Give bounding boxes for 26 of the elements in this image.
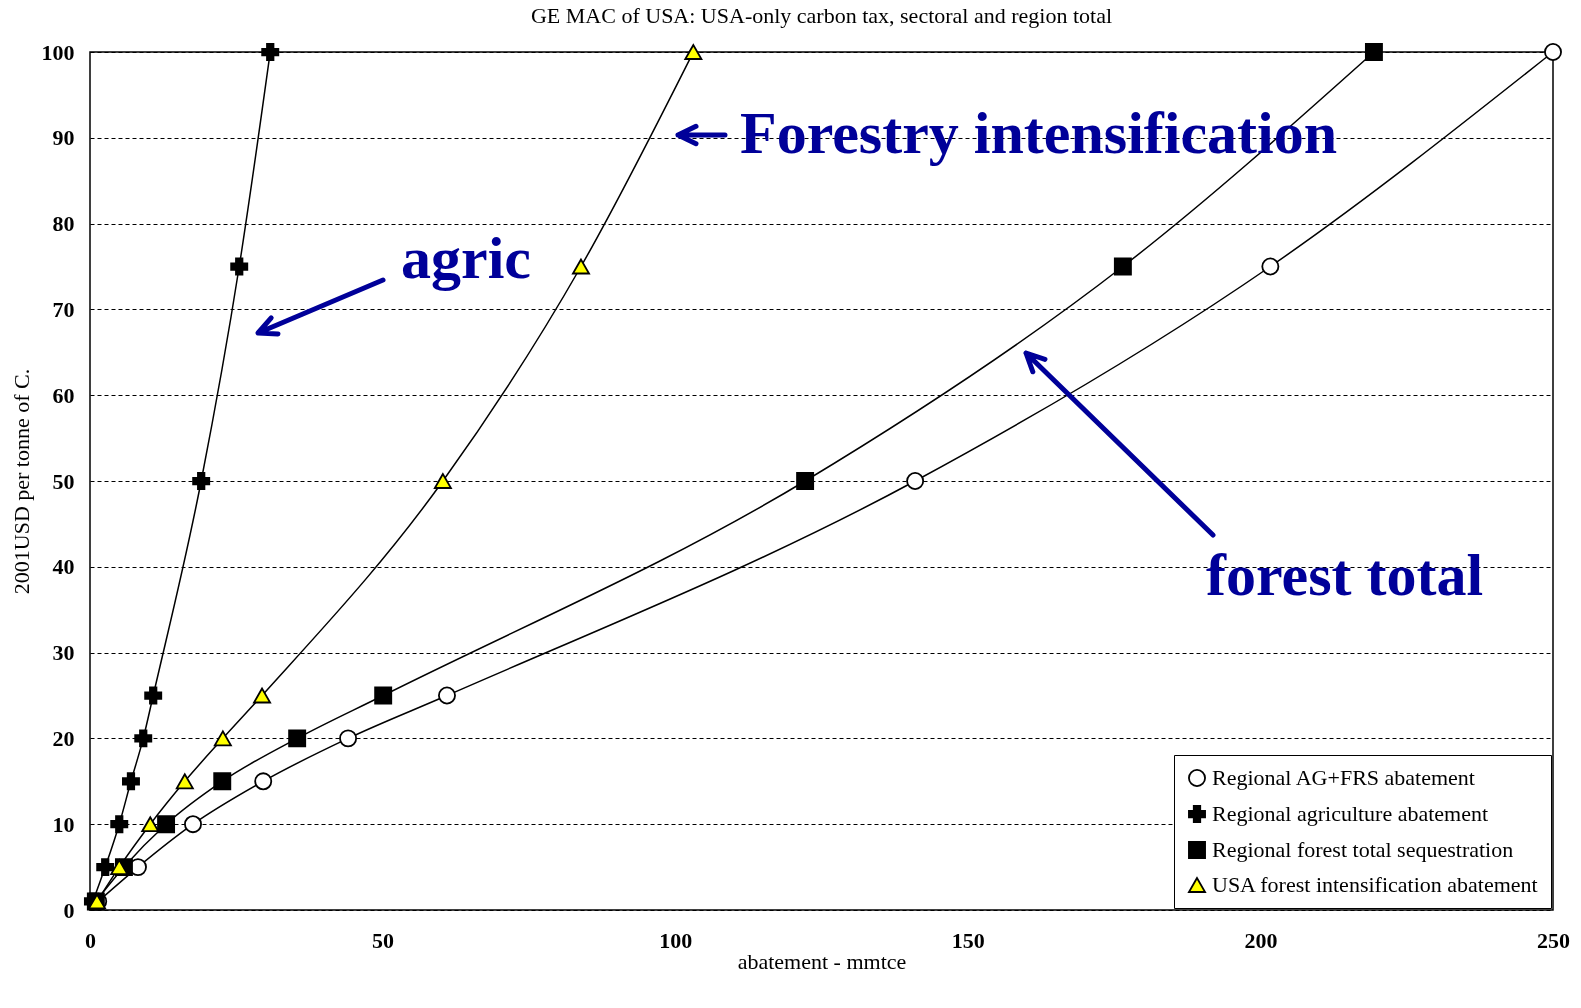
y-tick-label: 60 xyxy=(52,382,75,408)
y-axis-title: 2001USD per tonne of C. xyxy=(8,368,34,595)
y-tick-label: 90 xyxy=(52,125,75,151)
y-tick-label: 50 xyxy=(52,468,75,494)
annotation: forest total xyxy=(1206,542,1484,608)
y-tick-label: 20 xyxy=(52,725,75,751)
legend-label: USA forest intensification abatement xyxy=(1212,872,1538,897)
legend-label: Regional AG+FRS abatement xyxy=(1212,765,1475,790)
y-tick-label: 80 xyxy=(52,211,75,237)
x-tick-label: 50 xyxy=(372,927,395,953)
x-tick-label: 0 xyxy=(85,927,96,953)
annotation: agric xyxy=(401,225,531,291)
x-tick-label: 100 xyxy=(659,927,693,953)
y-tick-label: 10 xyxy=(52,811,75,837)
y-tick-label: 40 xyxy=(52,554,75,580)
x-tick-label: 150 xyxy=(951,927,985,953)
y-tick-label: 100 xyxy=(41,39,75,65)
y-tick-label: 70 xyxy=(52,296,75,322)
legend-label: Regional agriculture abatement xyxy=(1212,801,1489,826)
legend-label: Regional forest total sequestration xyxy=(1212,837,1514,862)
x-axis-title: abatement - mmtce xyxy=(737,948,907,974)
y-tick-label: 30 xyxy=(52,640,75,666)
x-tick-label: 200 xyxy=(1244,927,1278,953)
chart-title: GE MAC of USA: USA-only carbon tax, sectoral and region total xyxy=(530,3,1113,29)
x-tick-label: 250 xyxy=(1537,927,1570,953)
y-tick-label: 0 xyxy=(63,897,75,923)
